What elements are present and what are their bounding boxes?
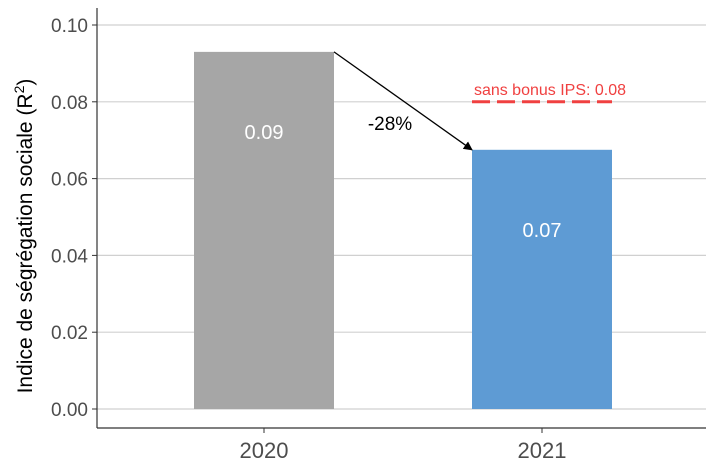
y-axis-label: Indice de ségrégation sociale (R2) [11,79,37,394]
bar-value-label: 0.09 [245,122,284,144]
y-tick-label: 0.04 [51,246,88,267]
y-tick-label: 0.10 [51,16,88,37]
y-tick-label: 0.00 [51,400,88,421]
bar-value-label: 0.07 [523,220,562,242]
reference-label: sans bonus IPS: 0.08 [474,82,626,99]
bar [472,149,612,410]
change-label: -28% [368,114,412,135]
y-axis-label-superscript: 2 [11,85,27,93]
bar [194,51,334,409]
bars: 0.09 0.07 [194,51,612,410]
y-axis-label-end: ) [14,79,37,86]
y-tick-label: 0.08 [51,93,88,114]
change-arrow [333,51,473,151]
x-tick-label: 2020 [240,438,289,459]
y-axis-label-main: Indice de ségrégation sociale (R [14,93,37,393]
y-tick-label: 0.06 [51,170,88,191]
x-tick-label: 2021 [518,438,567,459]
y-tick-label: 0.02 [51,323,88,344]
axes: 0.00 0.02 0.04 0.06 0.08 0.10 2020 2021 [51,8,706,459]
annotations: -28% sans bonus IPS: 0.08 [333,51,626,151]
